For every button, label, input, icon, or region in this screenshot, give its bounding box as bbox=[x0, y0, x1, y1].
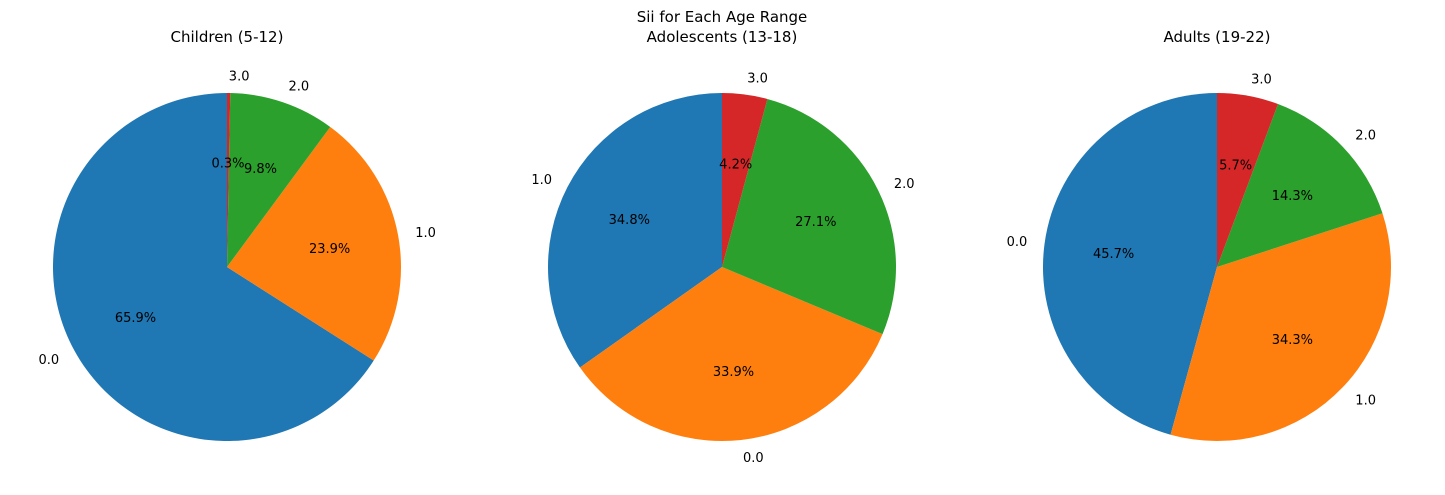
percent-label-children-2: 9.8% bbox=[244, 162, 277, 177]
percent-label-children-0: 65.9% bbox=[115, 311, 156, 326]
percent-label-adolescents-3: 4.2% bbox=[719, 158, 752, 173]
pie-title-adults: Adults (19-22) bbox=[1164, 28, 1271, 46]
pie-chart-children: Children (5-12) 0.0 65.9% 1.0 23.9% 2.0 9.8% 3… bbox=[39, 28, 436, 441]
percent-label-children-1: 23.9% bbox=[309, 242, 350, 257]
slice-label-adults-2: 2.0 bbox=[1355, 129, 1376, 144]
pie-chart-adults: Adults (19-22) 0.0 45.7% 1.0 34.3% 2.0 14.3% 3… bbox=[1007, 28, 1391, 442]
slice-label-adolescents-1: 0.0 bbox=[743, 451, 764, 466]
percent-label-adults-2: 14.3% bbox=[1272, 189, 1313, 204]
slice-label-children-1: 1.0 bbox=[415, 226, 436, 241]
pie-slice-adults-0 bbox=[1042, 93, 1217, 435]
pie-slice-adults-2 bbox=[1217, 104, 1383, 267]
percent-label-adults-1: 34.3% bbox=[1272, 333, 1313, 348]
slice-label-adults-1: 1.0 bbox=[1355, 393, 1376, 408]
percent-label-adults-0: 45.7% bbox=[1093, 247, 1134, 262]
slice-label-adults-0: 0.0 bbox=[1007, 235, 1028, 250]
pie-slice-adolescents-3 bbox=[722, 92, 768, 267]
figure-suptitle: Sii for Each Age Range bbox=[637, 8, 808, 26]
percent-label-adolescents-2: 27.1% bbox=[795, 215, 836, 230]
pie-slice-adults-3 bbox=[1217, 93, 1278, 267]
percent-label-adolescents-0: 34.8% bbox=[609, 213, 650, 228]
pie-slice-adolescents-0 bbox=[548, 93, 722, 368]
pie-title-children: Children (5-12) bbox=[171, 28, 284, 46]
pie-chart-adolescents: Adolescents (13-18) 1.0 34.8% 0.0 33.9% 2.0 2… bbox=[531, 28, 914, 466]
slice-label-adolescents-2: 2.0 bbox=[894, 177, 915, 192]
pie-slice-adolescents-1 bbox=[579, 267, 883, 442]
slice-label-adolescents-3: 3.0 bbox=[747, 71, 768, 86]
slice-label-adults-3: 3.0 bbox=[1251, 73, 1272, 88]
pie-slice-adolescents-2 bbox=[722, 99, 897, 335]
pie-slice-children-2 bbox=[227, 93, 331, 267]
pie-title-adolescents: Adolescents (13-18) bbox=[647, 28, 798, 46]
percent-label-children-3: 0.3% bbox=[211, 157, 244, 172]
slice-label-children-2: 2.0 bbox=[289, 80, 310, 95]
slice-label-children-0: 0.0 bbox=[39, 353, 60, 368]
slice-label-adolescents-0: 1.0 bbox=[531, 173, 552, 188]
percent-label-adolescents-1: 33.9% bbox=[713, 365, 754, 380]
slice-label-children-3: 3.0 bbox=[229, 70, 250, 85]
percent-label-adults-3: 5.7% bbox=[1219, 158, 1252, 173]
pie-slice-children-3 bbox=[227, 92, 231, 267]
pie-slice-children-0 bbox=[52, 92, 374, 441]
pie-slice-adults-1 bbox=[1170, 213, 1391, 442]
pie-slice-children-1 bbox=[227, 126, 402, 361]
